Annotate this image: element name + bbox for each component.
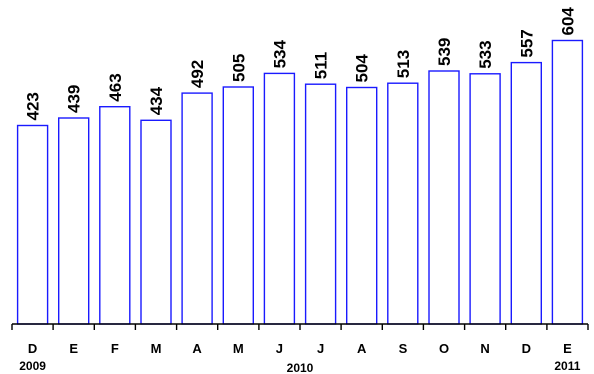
- year-label-2010: 2010: [287, 361, 314, 374]
- category-label-5: M: [233, 341, 244, 356]
- data-label-4: 492: [188, 60, 207, 88]
- data-label-12: 557: [517, 29, 536, 57]
- bar-3: [140, 119, 172, 325]
- bar-4: [181, 92, 213, 325]
- category-label-6: J: [276, 341, 283, 356]
- category-label-0: D: [28, 341, 37, 356]
- bar-0: [16, 124, 49, 325]
- data-label-2: 463: [106, 73, 125, 101]
- category-label-8: A: [357, 341, 367, 356]
- category-label-2: F: [111, 341, 119, 356]
- category-label-11: N: [480, 341, 489, 356]
- bars-group: [16, 39, 584, 325]
- year-labels-group: 2009 2010 2011: [19, 359, 580, 374]
- data-label-5: 505: [229, 54, 248, 82]
- bar-12: [510, 61, 542, 325]
- category-label-12: D: [522, 341, 531, 356]
- bar-9: [387, 82, 419, 325]
- data-label-0: 423: [24, 92, 43, 120]
- data-label-8: 504: [353, 54, 372, 83]
- category-label-10: O: [439, 341, 449, 356]
- data-label-11: 533: [476, 40, 495, 68]
- bar-7: [304, 83, 337, 325]
- data-label-13: 604: [558, 7, 577, 36]
- category-label-7: J: [317, 341, 324, 356]
- data-label-1: 439: [65, 85, 84, 113]
- data-label-6: 534: [270, 39, 289, 68]
- data-label-7: 511: [312, 52, 331, 79]
- bar-2: [99, 105, 131, 325]
- year-label-2009: 2009: [19, 359, 46, 373]
- x-axis-ticks: [11, 324, 589, 330]
- category-label-13: E: [563, 341, 572, 356]
- bar-13: [551, 39, 584, 325]
- bar-11: [469, 73, 501, 325]
- category-label-3: M: [151, 341, 162, 356]
- data-label-10: 539: [435, 38, 454, 66]
- value-labels-group: 423 439 463 434 492 505 534 511 504 513 539 533 557 6…: [24, 7, 578, 121]
- data-label-3: 434: [147, 86, 166, 115]
- bar-6: [263, 72, 296, 325]
- bar-1: [58, 117, 90, 325]
- bar-8: [346, 86, 378, 325]
- category-label-1: E: [69, 341, 78, 356]
- bar-10: [428, 70, 460, 325]
- category-label-4: A: [192, 341, 202, 356]
- bar-5: [222, 86, 255, 325]
- category-label-9: S: [399, 341, 408, 356]
- year-label-2011: 2011: [554, 359, 580, 373]
- data-label-9: 513: [394, 50, 413, 78]
